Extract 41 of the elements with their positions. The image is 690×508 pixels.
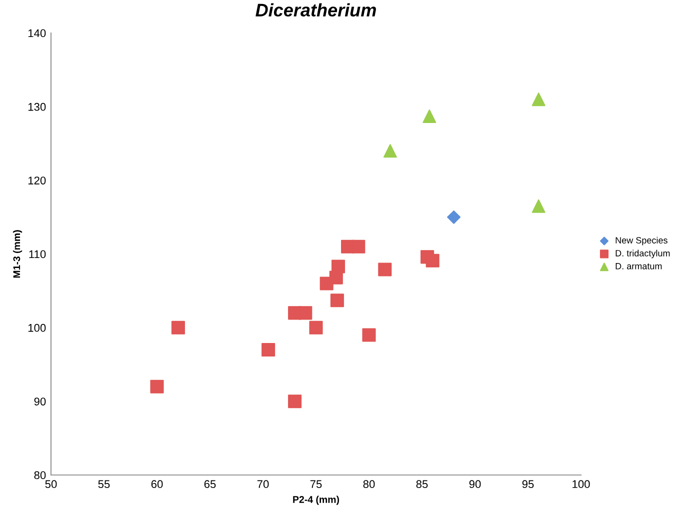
legend-label: D. tridactylum — [616, 250, 670, 258]
x-tick-label: 60 — [151, 480, 163, 488]
y-tick-label: 110 — [29, 250, 46, 258]
point — [171, 320, 185, 334]
x-tick-label: 90 — [469, 480, 481, 488]
y-tick-label: 130 — [28, 102, 46, 111]
legend-label: New Species — [616, 236, 668, 246]
x-tick-label: 65 — [204, 480, 216, 488]
x-tick-label: 50 — [45, 480, 57, 488]
point — [298, 306, 312, 320]
y-tick-label: 90 — [34, 398, 46, 406]
x-tick-label: 95 — [522, 480, 534, 488]
point — [330, 294, 344, 308]
y-tick-label: 120 — [28, 176, 46, 184]
x-tick-label: 100 — [572, 480, 590, 488]
x-axis-title: P2-4 (mm) — [293, 496, 340, 505]
point — [447, 210, 461, 224]
x-tick-label: 55 — [98, 480, 110, 488]
legend-label: D. armatum — [616, 263, 662, 270]
y-tick-label: 140 — [28, 29, 46, 38]
x-tick-label: 80 — [363, 480, 375, 488]
point — [309, 320, 323, 334]
point — [532, 92, 546, 106]
point — [532, 199, 546, 213]
x-tick-label: 75 — [310, 480, 322, 488]
point — [150, 380, 164, 394]
x-tick-label: 85 — [416, 480, 428, 488]
point — [362, 328, 376, 342]
point — [331, 260, 346, 274]
y-axis-title: M1-3 (mm) — [12, 230, 22, 278]
point — [383, 144, 397, 158]
chart-title: Diceratherium — [256, 3, 376, 17]
point — [288, 394, 302, 408]
point — [352, 240, 366, 254]
y-tick-label: 80 — [34, 471, 46, 480]
point — [422, 109, 436, 124]
point — [262, 343, 276, 357]
x-tick-label: 70 — [257, 480, 269, 488]
y-tick-label: 100 — [28, 324, 46, 332]
point — [426, 254, 440, 268]
point — [378, 262, 392, 276]
